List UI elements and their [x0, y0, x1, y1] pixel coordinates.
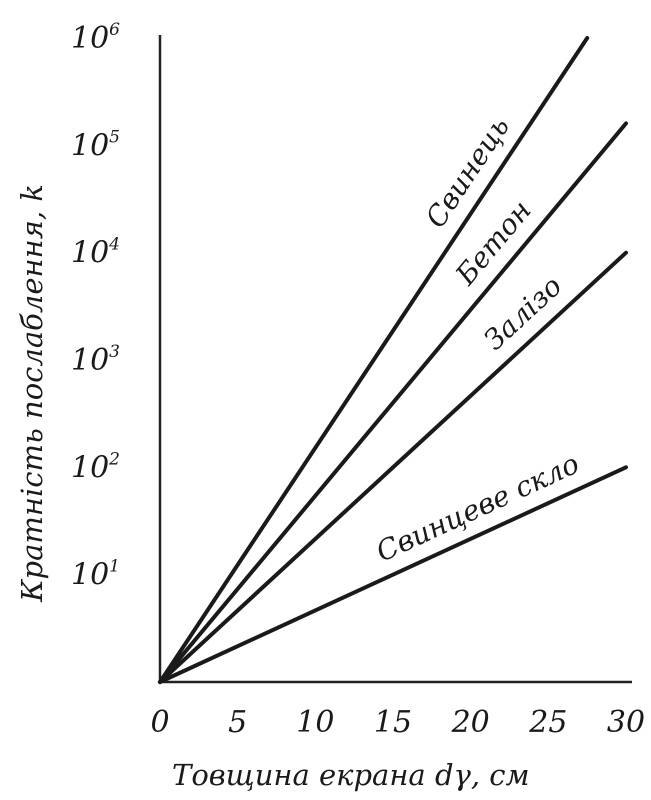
y-tick-label: 105	[71, 127, 120, 163]
y-tick-label: 101	[71, 557, 120, 593]
x-tick-label: 5	[228, 705, 247, 740]
series-label: Свинцеве скло	[371, 447, 584, 569]
x-tick-label: 25	[528, 705, 567, 740]
y-tick-label: 102	[71, 449, 120, 485]
x-tick-label: 20	[451, 705, 490, 740]
x-tick-labels: 0 5 10 15 20 25 30	[150, 705, 645, 740]
axes	[158, 35, 632, 684]
y-axis-title: Кратність послаблення, k	[15, 184, 49, 603]
y-tick-labels: 101 102 103 104 105 106	[71, 20, 120, 593]
y-tick-label: 103	[71, 342, 120, 378]
series-line	[158, 121, 628, 684]
series-lines	[158, 36, 628, 684]
x-axis-title: Товщина екрана dγ, см	[172, 758, 530, 792]
x-tick-label: 0	[150, 705, 169, 740]
y-tick-label: 106	[71, 20, 120, 56]
x-tick-label: 15	[374, 705, 412, 740]
series-line	[158, 250, 628, 684]
series-line	[158, 36, 590, 684]
y-tick-label: 104	[71, 235, 120, 271]
x-tick-label: 30	[607, 705, 645, 740]
x-tick-label: 10	[296, 705, 334, 740]
series-line	[158, 465, 628, 684]
